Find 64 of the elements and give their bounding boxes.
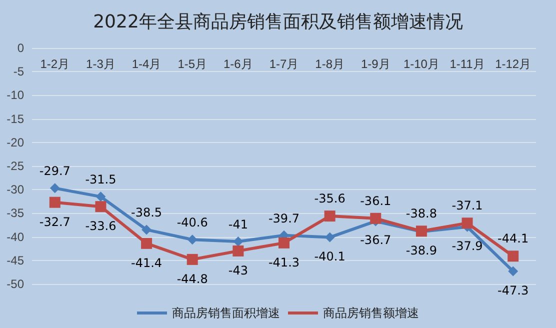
data-label: -37.9 (452, 238, 483, 253)
point (278, 237, 290, 248)
data-label: -36.1 (360, 194, 392, 208)
point (508, 266, 518, 276)
point (324, 210, 336, 222)
chart-title: 2022年全县商品房销售面积及销售额增速情况 (93, 12, 463, 32)
y-tick-label: 0 (17, 41, 24, 55)
y-tick-label: -40 (6, 230, 24, 244)
x-tick-label: 1-3月 (86, 57, 116, 71)
data-label: -32.7 (39, 214, 70, 229)
point (186, 254, 198, 265)
data-label: -41.4 (131, 256, 162, 270)
point (95, 201, 106, 212)
point (96, 192, 106, 202)
data-label: -33.6 (85, 219, 116, 234)
point (187, 234, 198, 245)
data-label: -36.7 (360, 233, 392, 248)
x-tick-label: 1-7月 (269, 57, 299, 71)
x-tick-label: 1-10月 (403, 57, 440, 71)
point (142, 224, 152, 235)
legend-label: 商品房销售面积增速 (172, 306, 280, 320)
point (324, 232, 335, 242)
data-label: -41 (228, 218, 248, 232)
point (233, 236, 244, 247)
data-label: -37.1 (452, 198, 483, 213)
legend-label: 商品房销售额增速 (323, 306, 419, 320)
x-tick-label: 1-12月 (495, 57, 532, 71)
y-tick-label: -20 (6, 135, 24, 150)
y-tick-label: -50 (6, 277, 24, 291)
data-label: -35.6 (314, 192, 346, 206)
data-label: -44.8 (176, 272, 208, 286)
data-label: -38.5 (131, 206, 162, 220)
data-label: -38.8 (406, 206, 437, 221)
point (50, 183, 60, 194)
y-tick-label: -25 (6, 159, 24, 173)
x-tick-label: 1-5月 (178, 57, 208, 71)
x-tick-label: 1-2月 (40, 57, 70, 71)
data-label: -41.3 (268, 255, 300, 270)
y-tick-label: -15 (6, 112, 24, 126)
point (508, 250, 519, 262)
y-tick-label: -10 (6, 88, 24, 102)
point (49, 196, 60, 208)
point (232, 245, 244, 256)
data-label: -29.7 (39, 164, 70, 178)
data-label: -40.1 (314, 249, 346, 264)
data-label: -44.1 (498, 232, 529, 246)
data-label: -40.6 (176, 216, 208, 230)
x-tick-label: 1-4月 (132, 57, 162, 71)
x-tick-label: 1-8月 (315, 57, 344, 71)
y-tick-label: -5 (13, 64, 24, 79)
data-label: -38.9 (406, 244, 437, 258)
data-label: -31.5 (85, 172, 116, 187)
y-tick-label: -35 (6, 206, 24, 220)
data-label: -43 (228, 263, 248, 278)
point (462, 218, 473, 229)
x-tick-label: 1-11月 (450, 57, 485, 71)
data-label: -39.7 (268, 211, 300, 226)
y-tick-label: -30 (6, 182, 24, 197)
data-label: -47.3 (498, 283, 529, 298)
y-tick-label: -45 (6, 253, 24, 268)
x-tick-label: 1-9月 (360, 57, 390, 71)
point (141, 238, 152, 249)
point (370, 212, 382, 224)
x-tick-label: 1-6月 (224, 57, 253, 71)
